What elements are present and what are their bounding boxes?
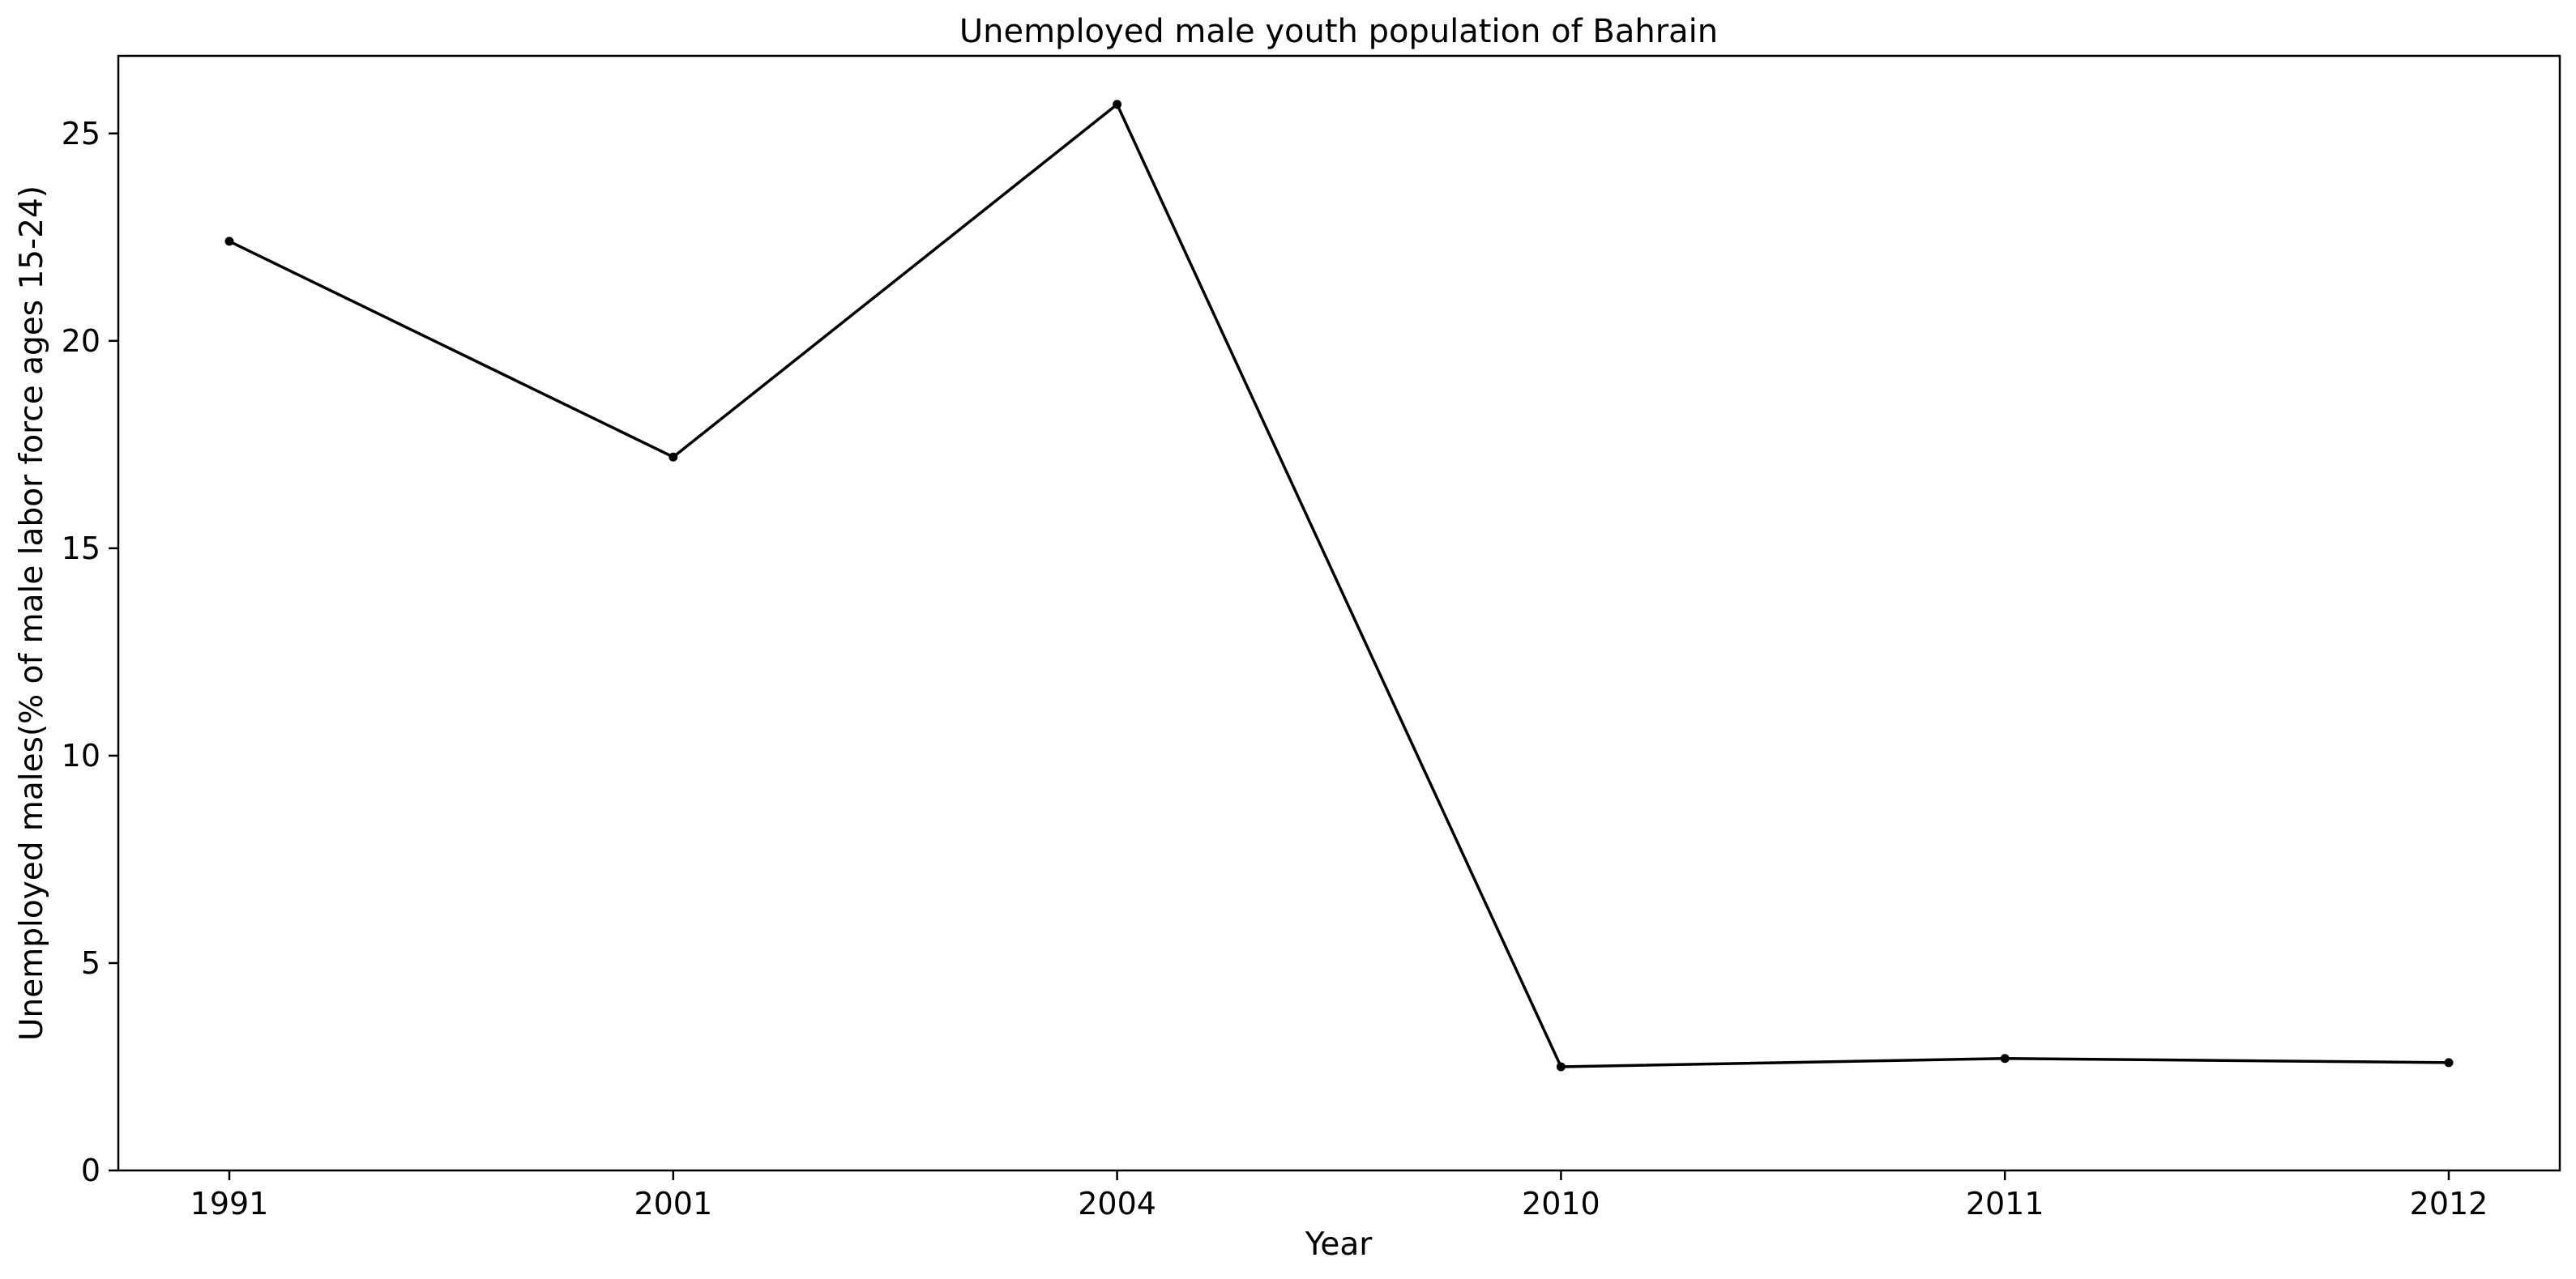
x-tick-label: 2001 (634, 1186, 712, 1221)
x-tick-label: 2011 (1966, 1186, 2044, 1221)
plot-frame (117, 54, 2561, 1172)
x-tick-label: 1991 (190, 1186, 269, 1221)
x-axis-title: Year (1305, 1226, 1373, 1263)
data-point (2000, 1054, 2010, 1064)
x-tick-label: 2010 (1522, 1186, 1600, 1221)
chart-title: Unemployed male youth population of Bahr… (959, 13, 1718, 50)
y-tick-label: 5 (81, 945, 100, 981)
x-tick-label: 2012 (2410, 1186, 2488, 1221)
data-point (2444, 1058, 2454, 1068)
data-point (1113, 100, 1122, 109)
x-tick-label: 2004 (1078, 1186, 1156, 1221)
data-point (1556, 1062, 1566, 1072)
y-tick-label: 10 (62, 738, 100, 774)
x-axis: 1991 2001 2004 2010 2011 2012 (190, 1170, 2488, 1221)
series-line (229, 103, 2450, 1068)
y-tick-label: 20 (62, 323, 100, 359)
y-tick-label: 15 (62, 531, 100, 566)
y-tick-label: 0 (81, 1153, 100, 1188)
data-point (224, 237, 234, 246)
series-layer (224, 100, 2454, 1072)
y-tick-label: 25 (62, 116, 100, 151)
y-axis-title: Unemployed males(% of male labor force a… (14, 185, 50, 1041)
plot-area: 0 5 10 15 20 25 1991 2001 2004 2010 2011 2012 (62, 54, 2561, 1221)
y-axis: 0 5 10 15 20 25 (62, 116, 118, 1188)
data-point (669, 452, 678, 462)
